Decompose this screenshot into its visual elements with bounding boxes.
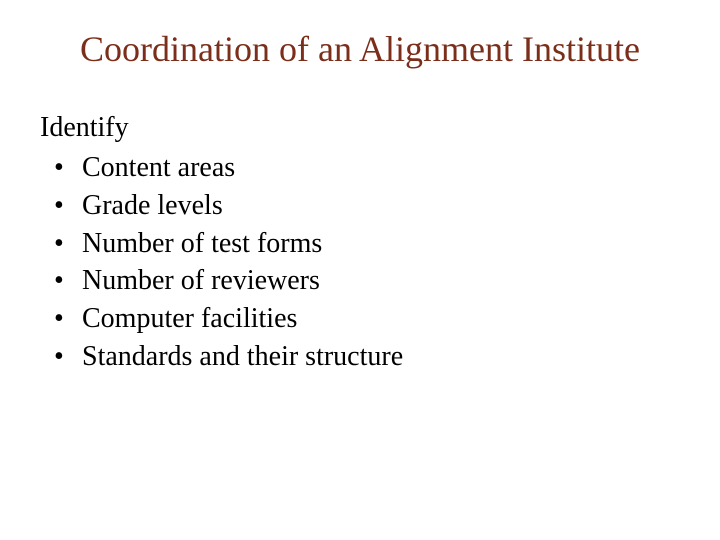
- slide-title: Coordination of an Alignment Institute: [36, 28, 684, 71]
- list-item-label: Content areas: [82, 152, 235, 183]
- bullet-icon: •: [54, 338, 64, 376]
- list-item-label: Number of test forms: [82, 228, 322, 259]
- list-item-label: Computer facilities: [82, 303, 297, 334]
- lead-text: Identify: [40, 109, 684, 147]
- bullet-icon: •: [54, 262, 64, 300]
- list-item-label: Standards and their structure: [82, 341, 403, 372]
- list-item: • Number of reviewers: [44, 262, 684, 300]
- list-item: • Content areas: [44, 149, 684, 187]
- bullet-icon: •: [54, 149, 64, 187]
- list-item: • Standards and their structure: [44, 338, 684, 376]
- bullet-icon: •: [54, 300, 64, 338]
- list-item: • Grade levels: [44, 187, 684, 225]
- list-item-label: Number of reviewers: [82, 265, 320, 296]
- bullet-icon: •: [54, 187, 64, 225]
- list-item: • Computer facilities: [44, 300, 684, 338]
- list-item: • Number of test forms: [44, 225, 684, 263]
- slide: Coordination of an Alignment Institute I…: [0, 0, 720, 540]
- bullet-icon: •: [54, 225, 64, 263]
- list-item-label: Grade levels: [82, 190, 223, 221]
- bullet-list: • Content areas • Grade levels • Number …: [36, 149, 684, 376]
